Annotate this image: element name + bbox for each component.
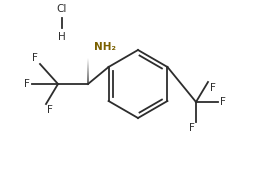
Text: F: F	[47, 105, 53, 115]
Text: F: F	[24, 79, 30, 89]
Text: H: H	[58, 32, 66, 42]
Text: F: F	[220, 97, 226, 107]
Text: F: F	[189, 123, 195, 133]
Text: F: F	[210, 83, 216, 93]
Polygon shape	[87, 58, 89, 84]
Text: Cl: Cl	[57, 4, 67, 14]
Text: F: F	[32, 53, 38, 63]
Text: NH₂: NH₂	[94, 42, 116, 52]
